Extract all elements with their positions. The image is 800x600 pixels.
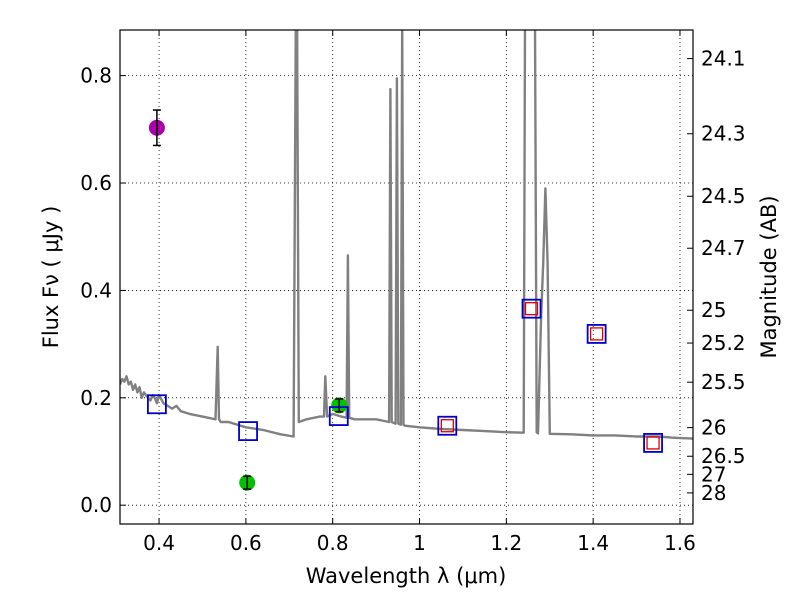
y2-tick-label: 25.5	[701, 370, 746, 394]
y-tick-label: 0.2	[80, 386, 112, 410]
x-tick-label: 1.4	[577, 531, 609, 555]
model-point	[328, 406, 349, 426]
y2-tick-label: 25	[701, 298, 726, 322]
x-tick-label: 1.6	[664, 531, 696, 555]
y2-tick-label: 28	[701, 481, 726, 505]
model-point	[521, 298, 542, 319]
y-axis-label: Flux Fν ( μJy )	[39, 206, 63, 349]
model-point-inner	[524, 302, 539, 316]
y2-tick-label: 24.7	[701, 236, 746, 260]
y-tick-label: 0.0	[80, 493, 112, 517]
x-tick-label: 1.2	[490, 531, 522, 555]
y2-tick-label: 26	[701, 416, 726, 440]
model-point	[643, 433, 663, 453]
x-tick-label: 1	[413, 531, 426, 555]
model-point	[146, 394, 167, 415]
grid	[120, 30, 693, 524]
y2-tick-label: 24.1	[701, 47, 746, 71]
model-point	[437, 415, 458, 436]
y-tick-label: 0.4	[80, 278, 112, 302]
y2-tick-label: 24.3	[701, 122, 746, 146]
plot-frame	[119, 29, 694, 525]
y2-tick-label: 26.5	[701, 444, 746, 468]
model-point	[238, 421, 258, 442]
x-tick-label: 0.8	[317, 531, 349, 555]
model-point-inner	[589, 327, 604, 341]
x-tick-label: 0.4	[143, 531, 175, 555]
plot-area	[120, 30, 693, 440]
spectrum-line	[120, 30, 693, 440]
y2-tick-label: 25.2	[701, 331, 746, 355]
marker-layer	[146, 109, 663, 491]
x-axis-label: Wavelength λ (μm)	[306, 564, 507, 588]
y2-axis-label: Magnitude (AB)	[757, 195, 781, 358]
y2-tick-label: 27	[701, 462, 726, 486]
y2-tick-label: 24.5	[701, 184, 746, 208]
y-tick-label: 0.8	[80, 64, 112, 88]
y-tick-label: 0.6	[80, 171, 112, 195]
axes: 0.4 0.6 0.8 1 1.2 1.4 1.6 0.0 0.2 0.4 0.6 0.8 24.1 24…	[80, 30, 746, 555]
model-point	[586, 324, 607, 344]
model-point-inner	[646, 436, 660, 450]
model-point-inner	[440, 419, 454, 433]
x-tick-label: 0.6	[230, 531, 262, 555]
